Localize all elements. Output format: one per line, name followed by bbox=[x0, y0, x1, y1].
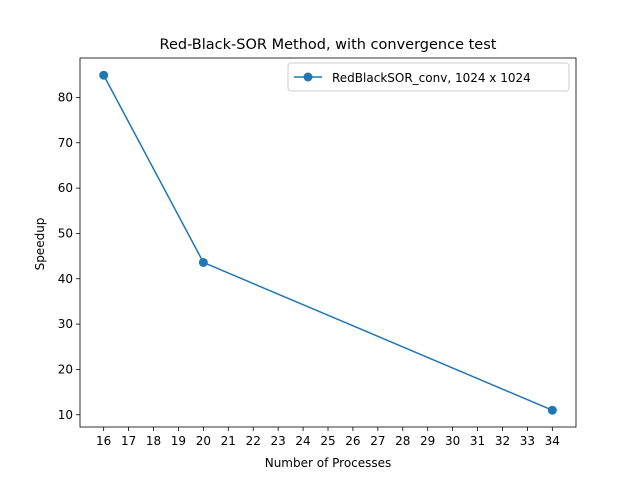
legend: RedBlackSOR_conv, 1024 x 1024 bbox=[287, 62, 570, 92]
legend-box bbox=[287, 62, 570, 92]
x-tick-label: 32 bbox=[495, 434, 510, 448]
y-tick-label: 60 bbox=[58, 181, 73, 195]
x-tick-label: 19 bbox=[171, 434, 186, 448]
y-tick-label: 80 bbox=[58, 90, 73, 104]
legend-marker-sample bbox=[303, 72, 313, 82]
x-axis-label: Number of Processes bbox=[265, 456, 392, 470]
x-tick-label: 30 bbox=[445, 434, 460, 448]
y-tick-label: 20 bbox=[58, 362, 73, 376]
x-tick-label: 25 bbox=[320, 434, 335, 448]
y-tick-label: 50 bbox=[58, 226, 73, 240]
x-tick-label: 26 bbox=[345, 434, 360, 448]
chart-title: Red-Black-SOR Method, with convergence t… bbox=[160, 37, 497, 53]
x-tick-label: 33 bbox=[520, 434, 535, 448]
plot-area: 16 17 18 19 20 21 22 23 24 25 26 27 28 29 30 31 32 33 34 10… bbox=[58, 57, 577, 448]
y-tick-label: 10 bbox=[58, 408, 73, 422]
x-tick-label: 31 bbox=[470, 434, 485, 448]
x-tick-label: 16 bbox=[96, 434, 111, 448]
x-tick-label: 34 bbox=[545, 434, 560, 448]
y-tick-label: 70 bbox=[58, 136, 73, 150]
x-tick-label: 21 bbox=[221, 434, 236, 448]
legend-label: RedBlackSOR_conv, 1024 x 1024 bbox=[332, 71, 531, 85]
data-point bbox=[198, 257, 208, 267]
x-tick-label: 28 bbox=[395, 434, 410, 448]
data-point bbox=[547, 405, 557, 415]
x-tick-label: 29 bbox=[420, 434, 435, 448]
axes-frame bbox=[79, 57, 577, 428]
y-axis-label: Speedup bbox=[33, 218, 47, 271]
x-tick-label: 27 bbox=[370, 434, 385, 448]
data-point bbox=[99, 70, 109, 80]
x-tick-label: 22 bbox=[246, 434, 261, 448]
y-tick-label: 40 bbox=[58, 272, 73, 286]
y-tick-label: 30 bbox=[58, 317, 73, 331]
x-tick-label: 17 bbox=[121, 434, 136, 448]
x-tick-label: 20 bbox=[196, 434, 211, 448]
x-tick-label: 24 bbox=[295, 434, 310, 448]
x-tick-label: 18 bbox=[146, 434, 161, 448]
x-tick-label: 23 bbox=[271, 434, 286, 448]
